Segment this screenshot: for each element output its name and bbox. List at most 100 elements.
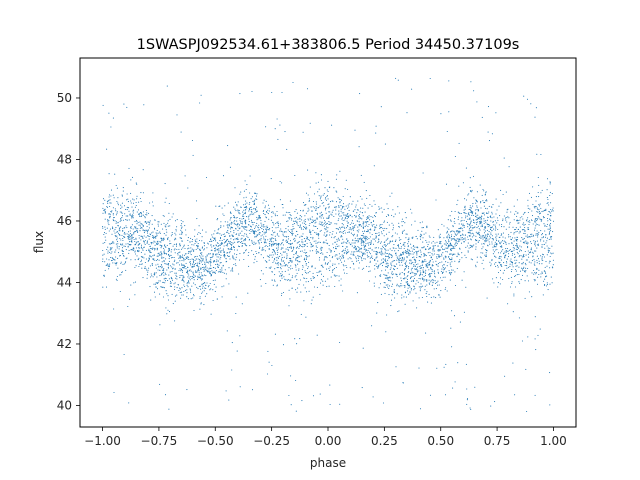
data-point [329, 249, 331, 251]
data-point [246, 229, 248, 231]
data-point [344, 248, 346, 250]
data-point [381, 248, 383, 250]
data-point [226, 255, 229, 257]
data-point [181, 223, 183, 225]
data-point [437, 294, 440, 296]
data-point [163, 272, 165, 274]
data-point [149, 265, 151, 267]
data-point [250, 198, 252, 200]
data-point [405, 265, 407, 268]
data-point [520, 267, 523, 269]
data-point [281, 277, 283, 279]
data-point [441, 268, 443, 270]
data-point [395, 273, 397, 275]
data-point [549, 255, 551, 258]
data-point [541, 271, 543, 273]
data-point [277, 221, 279, 223]
data-point [481, 225, 484, 228]
data-point [114, 259, 116, 261]
data-point [422, 227, 424, 229]
data-point [102, 207, 104, 209]
data-point [229, 235, 231, 238]
data-point [332, 247, 335, 249]
data-point [192, 293, 195, 296]
data-point [275, 239, 277, 241]
data-point [503, 269, 505, 271]
data-point [360, 247, 363, 249]
data-point [260, 285, 262, 287]
data-point [130, 192, 132, 194]
data-point [297, 225, 299, 227]
data-point [522, 255, 524, 257]
data-point [376, 266, 378, 268]
data-point [525, 264, 527, 266]
data-point [411, 237, 413, 239]
data-point [537, 236, 539, 238]
data-point [536, 240, 538, 242]
data-point [537, 233, 539, 235]
data-point [145, 213, 147, 216]
data-point [200, 288, 202, 290]
data-point [202, 260, 204, 262]
data-point [102, 203, 104, 205]
data-point [152, 242, 154, 244]
data-point [531, 260, 533, 262]
data-point [443, 257, 445, 259]
data-point [522, 263, 524, 265]
data-point [192, 272, 194, 274]
data-point [482, 252, 484, 254]
data-point [293, 254, 295, 256]
data-point [274, 213, 276, 215]
data-point [379, 251, 381, 253]
data-point [551, 209, 553, 211]
data-point [360, 243, 362, 245]
data-point [140, 244, 143, 246]
data-point [290, 375, 292, 377]
data-point [289, 257, 291, 260]
data-point [519, 245, 521, 247]
data-point [245, 200, 247, 202]
data-point [109, 247, 111, 249]
data-point [213, 245, 215, 247]
data-point [547, 214, 549, 216]
data-point [175, 230, 177, 232]
data-point [274, 231, 276, 233]
data-point [222, 248, 224, 250]
data-point [183, 245, 185, 247]
data-point [153, 291, 156, 293]
data-point [305, 258, 308, 261]
data-point [118, 246, 120, 248]
data-point [324, 187, 326, 189]
data-point [449, 271, 451, 273]
data-point [294, 174, 296, 177]
data-point [465, 212, 467, 215]
data-point [246, 207, 248, 209]
data-point [459, 248, 461, 250]
data-point [374, 276, 376, 278]
data-point [536, 255, 538, 257]
data-point [477, 209, 480, 211]
data-point [324, 242, 326, 244]
data-point [243, 252, 245, 254]
data-point [358, 214, 361, 216]
data-point [268, 361, 270, 363]
data-point [384, 259, 386, 261]
data-point [234, 238, 236, 240]
data-point [461, 228, 463, 230]
data-point [342, 231, 344, 233]
data-point [419, 290, 421, 292]
data-point [190, 247, 192, 249]
data-point [176, 219, 178, 221]
data-point [449, 262, 451, 264]
data-point [304, 252, 307, 254]
data-point [513, 295, 515, 297]
data-point [108, 251, 111, 253]
data-point [485, 199, 488, 201]
data-point [393, 273, 395, 275]
data-point [163, 268, 165, 270]
data-point [473, 235, 475, 237]
data-point [358, 238, 360, 240]
data-point [361, 241, 363, 244]
data-point [183, 244, 185, 246]
data-point [154, 219, 156, 221]
